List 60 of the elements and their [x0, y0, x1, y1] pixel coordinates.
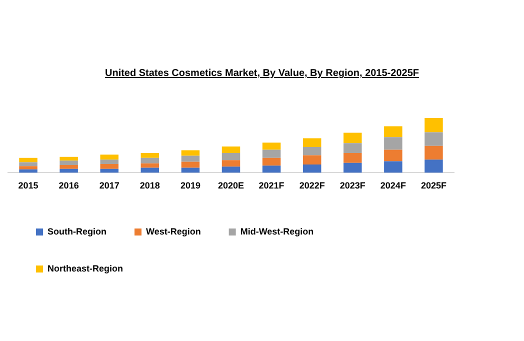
bar [19, 158, 38, 162]
bar [424, 160, 443, 173]
legend-label: West-Region [146, 226, 201, 236]
bar [302, 138, 322, 147]
bar [140, 153, 160, 158]
bar [140, 163, 160, 168]
bar [384, 137, 402, 150]
bar [100, 168, 118, 173]
x-tick-label: 2020E [218, 180, 244, 191]
x-tick-label: 2021F [258, 180, 285, 191]
bar [424, 146, 443, 160]
bar [302, 164, 322, 173]
bar [19, 166, 38, 170]
bar [60, 168, 78, 173]
bar [100, 154, 118, 160]
chart-title: United States Cosmetics Market, By Value, By Region, 2015-2025F [104, 68, 420, 79]
bar [181, 150, 200, 156]
bar [262, 158, 281, 166]
bar [262, 150, 281, 158]
bar [384, 161, 402, 173]
bar [181, 162, 200, 168]
x-tick-label: 2017 [99, 180, 120, 191]
bar [140, 168, 160, 173]
bar [262, 166, 281, 173]
x-tick-label: 2022F [299, 180, 326, 191]
bar [384, 150, 402, 162]
x-tick-label: 2023F [340, 180, 366, 191]
bar [222, 153, 240, 160]
bar [222, 146, 240, 154]
bar [302, 155, 322, 164]
bar [140, 158, 160, 164]
bar [181, 156, 200, 162]
bar [344, 162, 362, 173]
bar [424, 132, 443, 146]
bar [384, 126, 402, 138]
bar [100, 164, 118, 169]
bar [181, 168, 200, 173]
bar [302, 146, 322, 156]
x-tick-label: 2024F [380, 180, 406, 191]
bar [262, 142, 281, 150]
bar [19, 169, 38, 173]
legend-label: South-Region [48, 226, 106, 236]
bar [424, 118, 443, 132]
bar [19, 162, 38, 166]
x-tick-label: 2016 [58, 180, 79, 191]
x-tick-label: 2019 [180, 180, 200, 191]
legend-label: Mid-West-Region [240, 226, 314, 236]
bar [344, 143, 362, 154]
bar [60, 160, 78, 166]
bar [344, 153, 362, 163]
bar [222, 166, 240, 173]
x-tick-label: 2018 [140, 180, 160, 191]
x-tick-label: 2025F [420, 180, 447, 191]
bar [60, 156, 78, 161]
x-tick-label: 2015 [18, 180, 38, 191]
bar [222, 160, 240, 167]
bar [60, 165, 78, 169]
bar [100, 160, 118, 164]
bar [344, 132, 362, 144]
legend-label: Northeast-Region [48, 263, 124, 274]
